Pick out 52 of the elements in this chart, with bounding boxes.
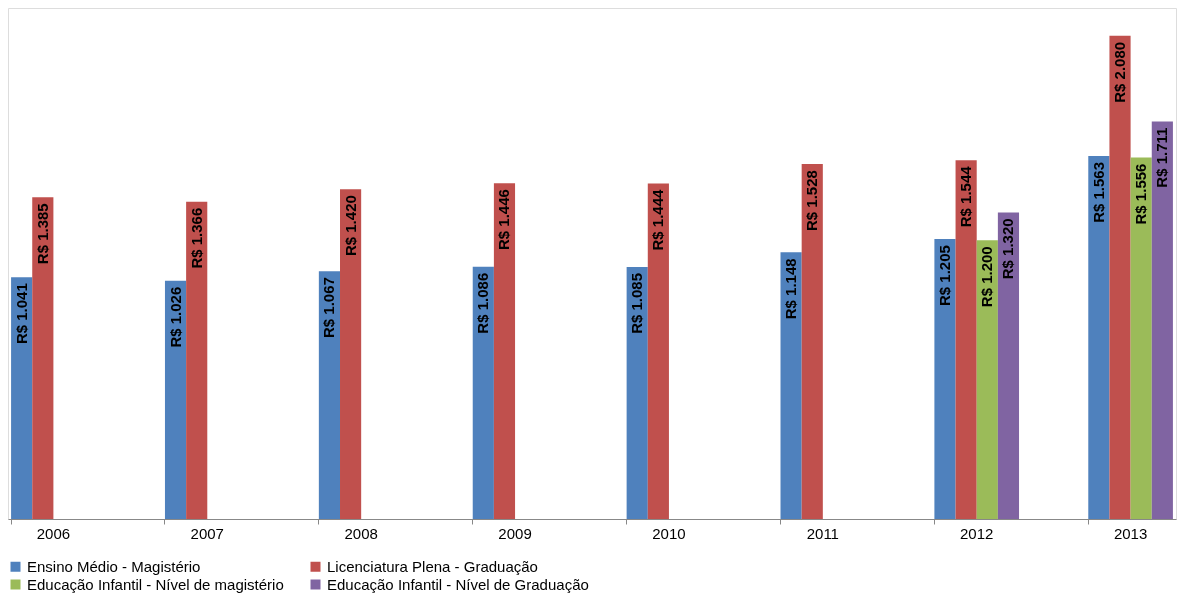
data-label: R$ 1.320 xyxy=(999,218,1017,280)
legend-label: Ensino Médio - Magistério xyxy=(27,557,201,575)
bar xyxy=(1088,155,1110,519)
x-tick-label: 2012 xyxy=(960,524,994,542)
data-label: R$ 1.205 xyxy=(935,245,953,306)
bar xyxy=(1109,35,1131,519)
data-label: R$ 1.067 xyxy=(320,277,338,339)
bar xyxy=(1151,121,1173,519)
data-label: R$ 1.366 xyxy=(187,207,205,269)
data-label: R$ 1.446 xyxy=(495,189,513,251)
bar xyxy=(1130,157,1152,519)
data-label: R$ 1.528 xyxy=(803,170,821,231)
bar xyxy=(11,277,33,519)
data-label: R$ 1.385 xyxy=(33,203,51,265)
data-label: R$ 1.444 xyxy=(649,188,667,251)
x-tick-label: 2009 xyxy=(498,524,532,542)
bar xyxy=(934,239,956,519)
data-label: R$ 1.026 xyxy=(166,286,184,348)
data-label: R$ 1.711 xyxy=(1153,127,1171,188)
data-label: R$ 1.556 xyxy=(1132,163,1150,225)
bar xyxy=(493,183,516,519)
bar xyxy=(647,183,669,519)
bar xyxy=(780,252,802,519)
bar xyxy=(318,271,341,519)
x-tick-label: 2011 xyxy=(806,524,839,542)
data-label: R$ 1.148 xyxy=(782,258,800,320)
data-label: R$ 1.041 xyxy=(12,283,30,345)
legend-label: Educação Infantil - Nível de Graduação xyxy=(327,575,589,593)
x-tick-label: 2013 xyxy=(1113,524,1148,542)
x-tick-label: 2006 xyxy=(36,524,71,542)
bar xyxy=(976,240,998,519)
bar xyxy=(472,266,494,519)
bar xyxy=(801,164,823,519)
data-label: R$ 1.086 xyxy=(474,272,492,334)
bar xyxy=(955,160,977,519)
data-label: R$ 1.085 xyxy=(628,272,646,334)
x-tick-label: 2007 xyxy=(190,524,224,542)
legend-label: Educação Infantil - Nível de magistério xyxy=(27,575,284,593)
x-tick-label: 2010 xyxy=(652,524,686,542)
data-label: R$ 1.200 xyxy=(978,246,996,308)
data-label: R$ 2.080 xyxy=(1111,41,1129,103)
data-label: R$ 1.544 xyxy=(957,165,975,228)
bar xyxy=(164,280,187,519)
bar xyxy=(626,266,648,519)
bar xyxy=(997,212,1020,519)
bar xyxy=(340,189,362,519)
bar xyxy=(186,201,208,519)
data-label: R$ 1.563 xyxy=(1089,161,1107,223)
bar xyxy=(32,197,54,519)
x-tick-label: 2008 xyxy=(344,524,378,542)
legend-label: Licenciatura Plena - Graduação xyxy=(327,557,538,575)
data-label: R$ 1.420 xyxy=(341,195,359,257)
